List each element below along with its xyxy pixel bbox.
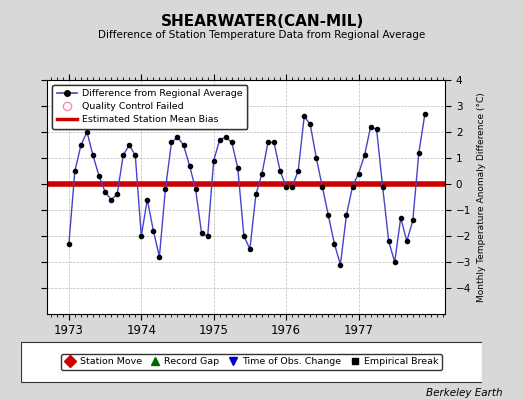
Text: Difference of Station Temperature Data from Regional Average: Difference of Station Temperature Data f…	[99, 30, 425, 40]
FancyBboxPatch shape	[21, 342, 482, 382]
Text: SHEARWATER(CAN-MIL): SHEARWATER(CAN-MIL)	[160, 14, 364, 29]
Legend: Difference from Regional Average, Quality Control Failed, Estimated Station Mean: Difference from Regional Average, Qualit…	[52, 85, 247, 129]
Legend: Station Move, Record Gap, Time of Obs. Change, Empirical Break: Station Move, Record Gap, Time of Obs. C…	[61, 354, 442, 370]
Text: Berkeley Earth: Berkeley Earth	[427, 388, 503, 398]
Y-axis label: Monthly Temperature Anomaly Difference (°C): Monthly Temperature Anomaly Difference (…	[477, 92, 486, 302]
